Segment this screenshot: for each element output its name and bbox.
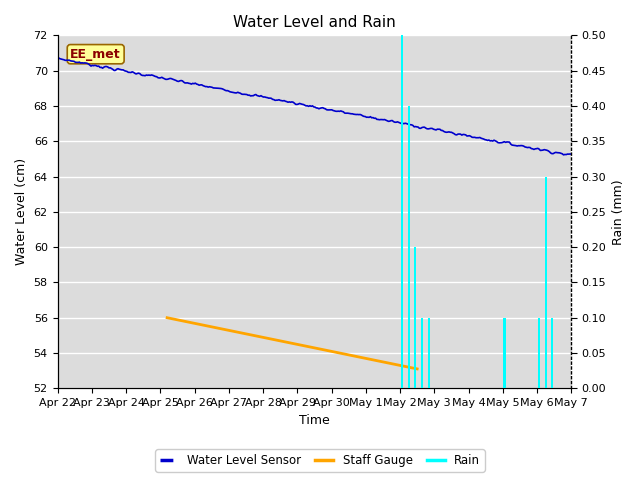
X-axis label: Time: Time [299, 414, 330, 427]
Y-axis label: Water Level (cm): Water Level (cm) [15, 158, 28, 265]
Title: Water Level and Rain: Water Level and Rain [233, 15, 396, 30]
Bar [545, 177, 547, 388]
Bar [428, 318, 430, 388]
Bar [401, 36, 403, 388]
Y-axis label: Rain (mm): Rain (mm) [612, 179, 625, 245]
Legend: Water Level Sensor, Staff Gauge, Rain: Water Level Sensor, Staff Gauge, Rain [156, 449, 484, 472]
Text: EE_met: EE_met [70, 48, 121, 60]
Bar [552, 318, 554, 388]
Bar [538, 318, 540, 388]
Bar [421, 318, 423, 388]
Bar [408, 106, 410, 388]
Bar [415, 247, 417, 388]
Bar [504, 318, 506, 388]
